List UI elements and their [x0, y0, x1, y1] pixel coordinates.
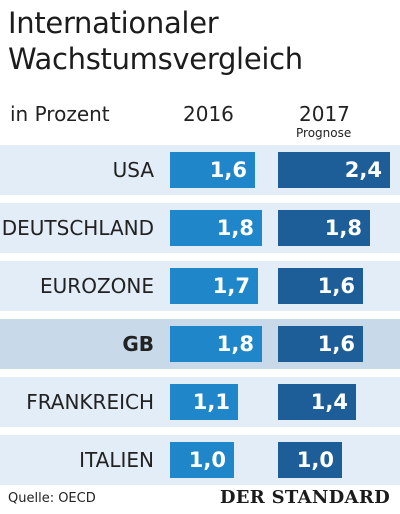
bar-2016-italien [170, 442, 234, 478]
source-note: Quelle: OECD [8, 491, 96, 506]
bar-2016-frankreich [170, 384, 238, 420]
data-label-2017-deutschland: 1,8 [324, 216, 362, 240]
column-subheader-prognose: Prognose [296, 126, 352, 140]
category-label-eurozone: EUROZONE [40, 274, 154, 298]
publisher-logo: DER STANDARD [219, 487, 390, 508]
bar-2017-deutschland [278, 210, 370, 246]
data-label-2017-gb: 1,6 [317, 332, 355, 356]
bar-2017-eurozone [278, 268, 363, 304]
bar-2016-gb [170, 326, 262, 362]
category-label-frankreich: FRANKREICH [26, 390, 154, 414]
data-label-2016-italien: 1,0 [188, 448, 226, 472]
bar-2017-frankreich [278, 384, 356, 420]
category-label-usa: USA [112, 158, 154, 182]
bar-2017-usa [278, 152, 390, 188]
chart-title-line-1: Internationaler [8, 6, 219, 40]
category-label-italien: ITALIEN [79, 448, 154, 472]
data-label-2016-usa: 1,6 [209, 158, 247, 182]
unit-label: in Prozent [10, 102, 110, 126]
data-label-2017-eurozone: 1,6 [317, 274, 355, 298]
data-label-2017-frankreich: 1,4 [310, 390, 348, 414]
data-label-2016-gb: 1,8 [216, 332, 254, 356]
data-label-2017-italien: 1,0 [296, 448, 334, 472]
chart-title-line-2: Wachstumsvergleich [8, 42, 303, 76]
bar-2016-usa [170, 152, 255, 188]
bar-2016-eurozone [170, 268, 258, 304]
data-label-2017-usa: 2,4 [344, 158, 382, 182]
data-label-2016-deutschland: 1,8 [216, 216, 254, 240]
bar-2017-italien [278, 442, 342, 478]
bar-2016-deutschland [170, 210, 262, 246]
bar-2017-gb [278, 326, 363, 362]
data-label-2016-eurozone: 1,7 [212, 274, 250, 298]
column-header-2017: 2017 [299, 102, 350, 126]
category-label-deutschland: DEUTSCHLAND [1, 216, 154, 240]
category-label-gb: GB [122, 332, 154, 356]
column-header-2016: 2016 [183, 102, 234, 126]
data-label-2016-frankreich: 1,1 [192, 390, 230, 414]
